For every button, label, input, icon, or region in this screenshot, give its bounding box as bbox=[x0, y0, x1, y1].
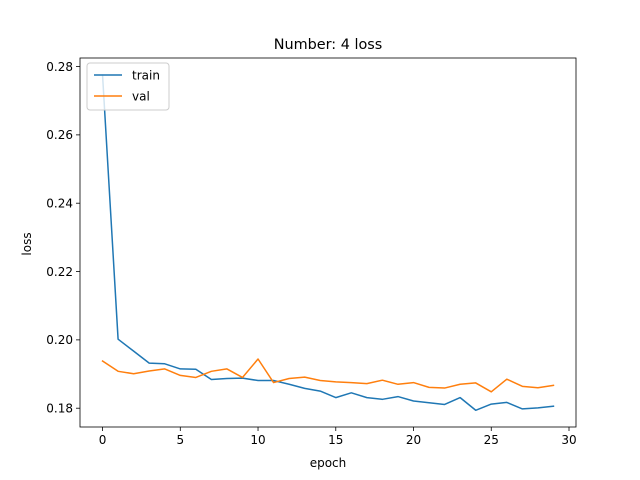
x-axis-label: epoch bbox=[310, 456, 347, 470]
x-tick-label: 20 bbox=[406, 433, 421, 447]
series-line-val bbox=[101, 358, 555, 393]
y-tick-label: 0.28 bbox=[46, 60, 73, 74]
x-tick-label: 15 bbox=[328, 433, 343, 447]
y-tick-label: 0.22 bbox=[46, 265, 73, 279]
y-tick-label: 0.18 bbox=[46, 402, 73, 416]
x-tick-label: 5 bbox=[176, 433, 184, 447]
legend-label-val: val bbox=[132, 89, 150, 103]
y-axis-label: loss bbox=[20, 232, 34, 255]
y-tick-label: 0.24 bbox=[46, 197, 73, 211]
chart-title: Number: 4 loss bbox=[274, 37, 383, 53]
y-tick-label: 0.26 bbox=[46, 128, 73, 142]
x-tick-label: 25 bbox=[484, 433, 499, 447]
y-tick-label: 0.20 bbox=[46, 333, 73, 347]
plot-area: 0 5 10 15 20 25 30 0.18 0.20 0.22 0.24 0.26 0.28 trai… bbox=[46, 57, 577, 447]
x-tick-label: 30 bbox=[561, 433, 576, 447]
x-tick-label: 0 bbox=[99, 433, 107, 447]
legend-label-train: train bbox=[132, 68, 160, 82]
x-tick-label: 10 bbox=[250, 433, 265, 447]
series-line-train bbox=[101, 74, 555, 412]
plot-frame bbox=[79, 57, 577, 428]
